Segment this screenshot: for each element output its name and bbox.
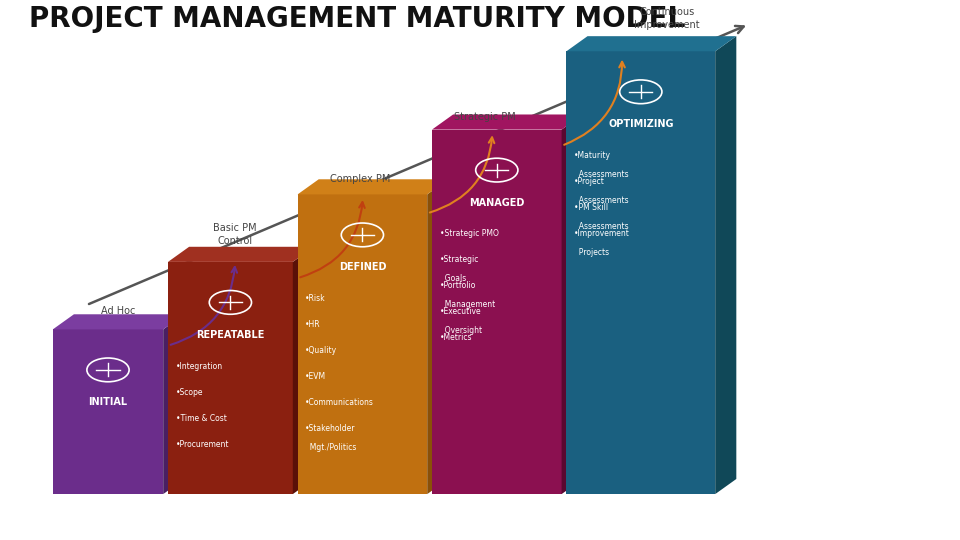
Polygon shape	[566, 51, 715, 494]
Text: Assessments: Assessments	[574, 170, 629, 179]
Text: Complex PM: Complex PM	[330, 173, 390, 184]
Text: •Maturity: •Maturity	[574, 151, 612, 160]
Text: Mgt./Politics: Mgt./Politics	[305, 443, 357, 452]
Polygon shape	[293, 247, 314, 494]
Text: •Communications: •Communications	[305, 398, 374, 407]
Text: •Executive: •Executive	[440, 307, 481, 316]
Polygon shape	[566, 36, 736, 51]
Text: •Integration: •Integration	[176, 362, 223, 371]
Polygon shape	[715, 36, 736, 494]
Text: Oversight: Oversight	[440, 326, 482, 335]
Text: Goals: Goals	[440, 274, 466, 284]
Text: Continuous
Improvement: Continuous Improvement	[635, 8, 700, 30]
Text: •Procurement: •Procurement	[176, 440, 229, 449]
Text: •Time & Cost: •Time & Cost	[176, 414, 227, 423]
Polygon shape	[53, 314, 184, 329]
Polygon shape	[168, 262, 293, 494]
Text: •Metrics: •Metrics	[440, 333, 472, 342]
Text: REPEATABLE: REPEATABLE	[196, 330, 265, 340]
Text: DEFINED: DEFINED	[339, 262, 386, 272]
Text: Basic PM
Control: Basic PM Control	[213, 224, 257, 246]
Text: •Scope: •Scope	[176, 388, 204, 397]
Text: MANAGED: MANAGED	[469, 198, 524, 207]
Polygon shape	[163, 314, 184, 494]
Text: •Project: •Project	[574, 177, 605, 186]
Text: •Improvement: •Improvement	[574, 229, 630, 238]
Text: Projects: Projects	[574, 248, 610, 257]
Text: Assessments: Assessments	[574, 222, 629, 231]
Text: •EVM: •EVM	[305, 372, 326, 381]
Text: •Portfolio: •Portfolio	[440, 281, 476, 291]
Text: •Strategic PMO: •Strategic PMO	[440, 230, 498, 239]
Polygon shape	[53, 329, 163, 494]
Text: •Quality: •Quality	[305, 346, 337, 355]
Text: Strategic PM: Strategic PM	[454, 111, 516, 122]
Polygon shape	[298, 179, 448, 194]
Polygon shape	[562, 114, 583, 494]
Text: •Risk: •Risk	[305, 294, 325, 303]
Text: INITIAL: INITIAL	[88, 397, 128, 407]
Text: Ad Hoc: Ad Hoc	[101, 306, 135, 316]
Text: •Stakeholder: •Stakeholder	[305, 424, 356, 433]
Text: PROJECT MANAGEMENT MATURITY MODEL: PROJECT MANAGEMENT MATURITY MODEL	[29, 5, 684, 33]
Text: •HR: •HR	[305, 320, 321, 329]
Polygon shape	[432, 114, 583, 130]
Text: OPTIMIZING: OPTIMIZING	[608, 119, 674, 129]
Polygon shape	[298, 194, 427, 494]
Text: •Strategic: •Strategic	[440, 255, 479, 265]
Text: Assessments: Assessments	[574, 196, 629, 205]
Polygon shape	[168, 247, 314, 262]
Polygon shape	[432, 130, 562, 494]
Text: Management: Management	[440, 300, 495, 309]
Polygon shape	[427, 179, 448, 494]
Text: •PM Skill: •PM Skill	[574, 203, 609, 212]
